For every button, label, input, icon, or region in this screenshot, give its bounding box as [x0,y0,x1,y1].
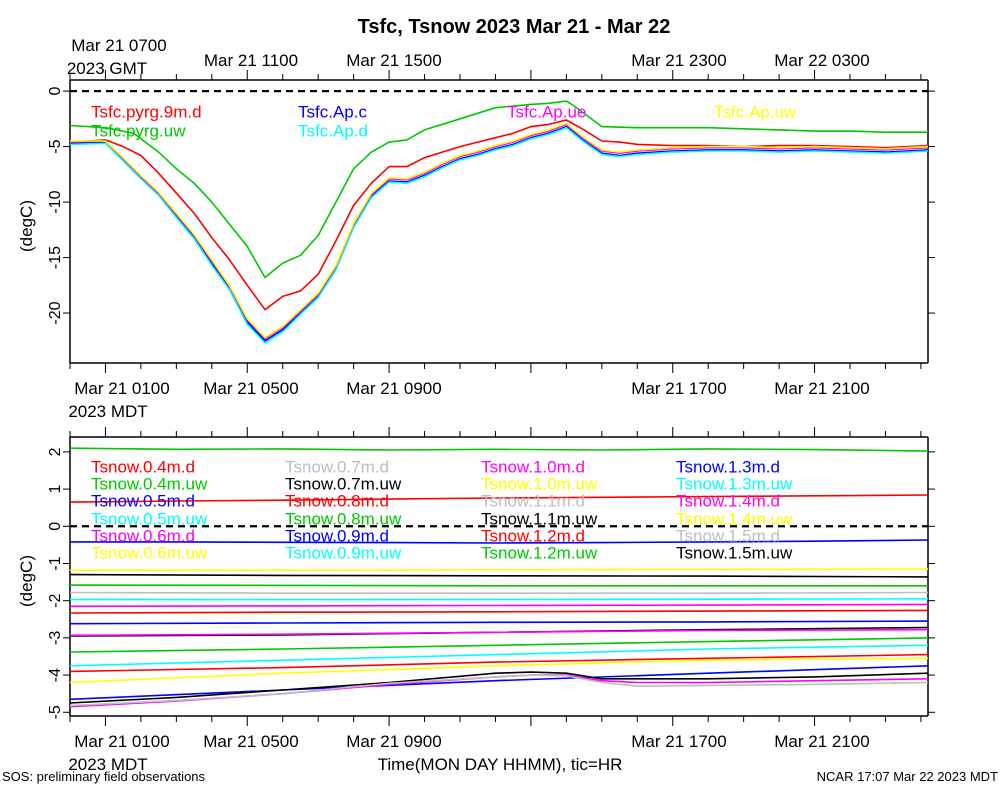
series-line [69,591,929,595]
tsnow-mdt-first-label-line2: 2023 MDT [68,755,147,774]
footer-right-note: NCAR 17:07 Mar 22 2023 MDT [817,769,998,784]
y-tick-label: -1 [47,556,64,570]
footer-left-note: SOS: preliminary field observations [2,769,206,784]
series-line [69,126,929,344]
series-line [69,100,928,279]
tsfc-gmt-label: Mar 22 0300 [774,51,869,70]
series-line [69,637,929,653]
legend-entry: Tsnow.1.5m.uw [676,543,793,562]
legend-entry: Tsnow.1.5m.d [676,526,780,545]
y-tick-label: 1 [47,485,64,494]
series-line [69,674,929,707]
tsfc-mdt-label: Mar 21 0500 [203,379,298,398]
tsfc-gmt-label: Mar 21 1500 [346,51,441,70]
tsfc-gmt-label: Mar 21 1100 [204,51,298,70]
series-line [69,644,929,667]
tsnow-mdt-label: Mar 21 0500 [203,732,298,751]
legend-entry: Tsnow.1.2m.d [481,526,585,545]
y-tick-label: 2 [47,447,64,456]
tsfc-gmt-label: Mar 21 2300 [631,51,726,70]
y-tick-label: 0 [47,87,64,96]
series-line [69,671,929,704]
series-line [69,119,929,311]
series-line [69,603,929,608]
series-line [69,125,929,342]
y-tick-label: -15 [47,246,64,269]
tsfc-panel: Mar 21 0700 2023 GMT Mar 21 1100 Mar 21 … [17,36,935,421]
series-line [69,628,929,637]
legend-entry: Tsnow.0.9m.uw [285,543,402,562]
legend-entry: Tsnow.0.4m.uw [91,474,208,493]
tsnow-mdt-label: Mar 21 2100 [774,732,869,751]
legend-entry: Tsnow.0.4m.d [91,457,195,476]
tsnow-mdt-label: Mar 21 0900 [346,732,441,751]
legend-entry: Tsnow.1.3m.d [676,457,780,476]
legend-entry: Tsnow.1.2m.uw [481,543,598,562]
legend-entry: Tsnow.0.6m.uw [91,543,208,562]
series-line [69,447,929,452]
series-line [70,597,929,601]
tsfc-y-axis-label: (degC) [17,200,36,252]
legend-entry: Tsfc.pyrg.9m.d [91,102,202,121]
tsfc-gmt-first-label-line1: Mar 21 0700 [71,36,166,55]
legend-entry: Tsnow.0.9m.d [285,526,389,545]
tsnow-mdt-first-label-line1: Mar 21 0100 [74,732,169,751]
legend-entry: Tsfc.Ap.uw [714,102,797,121]
x-axis-label: Time(MON DAY HHMM), tic=HR [378,755,623,774]
legend-entry: Tsnow.0.5m.uw [91,509,208,528]
legend-entry: Tsnow.0.8m.d [285,491,389,510]
tsfc-mdt-first-label-line1: Mar 21 0100 [74,379,169,398]
legend-entry: Tsfc.Ap.ue [507,102,586,121]
series-line [69,665,929,701]
series-line [69,573,929,578]
tsfc-mdt-first-label-line2: 2023 MDT [68,402,147,421]
legend-entry: Tsnow.0.7m.d [285,457,389,476]
legend-entry: Tsnow.1.1m.d [481,491,585,510]
y-tick-label: -10 [47,190,64,213]
y-tick-label: 0 [47,522,64,531]
legend-entry: Tsnow.1.4m.uw [676,509,793,528]
y-tick-label: -5 [47,139,64,153]
y-tick-label: -4 [47,668,64,682]
legend-entry: Tsnow.1.0m.d [481,457,585,476]
y-tick-label: -2 [47,593,64,607]
y-tick-label: -5 [47,705,64,719]
legend-entry: Tsfc.Ap.c [298,102,367,121]
tsfc-gmt-first-label-line2: 2023 GMT [67,59,147,78]
tsnow-mdt-label: Mar 21 1700 [631,732,726,751]
series-line [69,123,929,340]
tsfc-mdt-label: Mar 21 2100 [774,379,869,398]
series-line [69,620,929,625]
series-line [70,568,929,572]
series-line [69,653,929,673]
legend-entry: Tsfc.Ap.d [298,121,368,140]
chart-title: Tsfc, Tsnow 2023 Mar 21 - Mar 22 [358,16,671,38]
y-tick-label: -3 [47,631,64,645]
series-line [69,657,929,684]
series-line [70,122,929,339]
legend-entry: Tsnow.1.3m.uw [676,474,793,493]
legend-entry: Tsnow.1.4m.d [676,491,780,510]
tsnow-y-axis-label: (degC) [17,555,36,607]
tsfc-mdt-label: Mar 21 1700 [631,379,726,398]
legend-entry: Tsfc.pyrg.uw [91,121,186,140]
legend-entry: Tsnow.0.6m.d [91,526,195,545]
legend-entry: Tsnow.0.8m.uw [285,509,402,528]
legend-entry: Tsnow.1.1m.uw [481,509,598,528]
series-line [69,584,928,587]
legend-entry: Tsnow.1.0m.uw [481,474,598,493]
series-line [70,539,929,544]
y-tick-label: -20 [47,301,64,324]
legend-entry: Tsnow.0.5m.d [91,491,195,510]
series-line [69,494,929,503]
tsfc-mdt-label: Mar 21 0900 [346,379,441,398]
series-line [69,609,929,614]
legend-entry: Tsnow.0.7m.uw [285,474,402,493]
tsnow-panel: Mar 21 0100 2023 MDT Mar 21 0500 Mar 21 … [17,427,935,774]
